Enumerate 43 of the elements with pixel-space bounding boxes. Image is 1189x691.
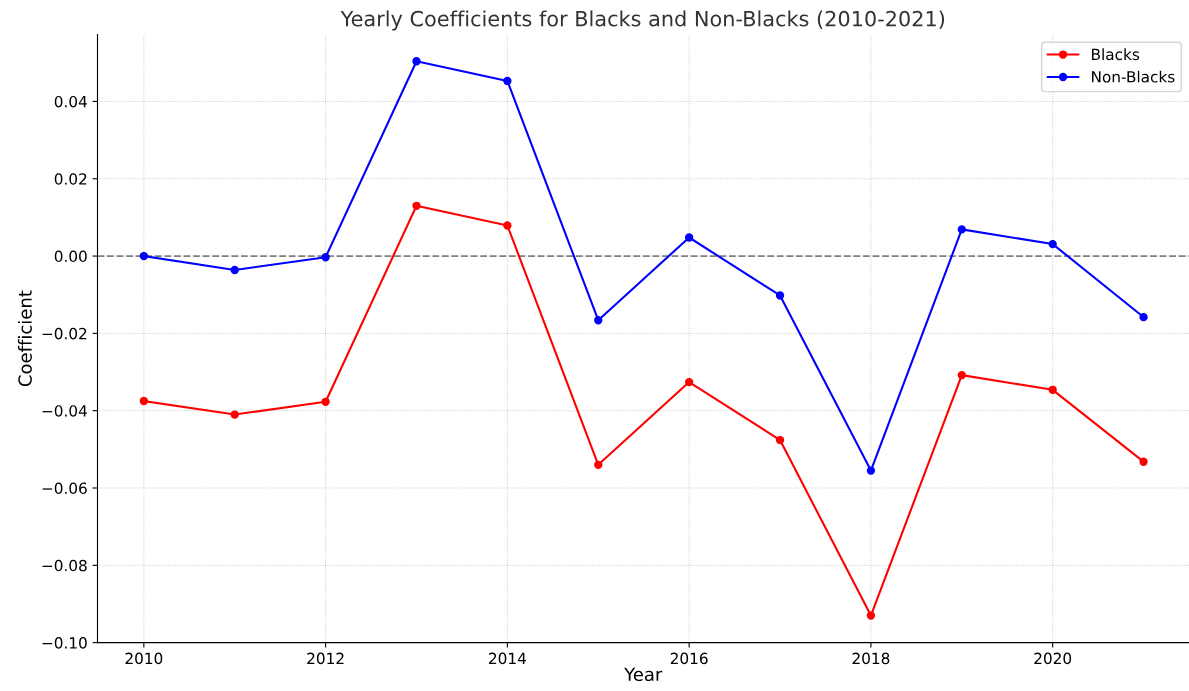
- point: [1048, 239, 1057, 249]
- y-tick-label: −0.06: [42, 482, 87, 495]
- point: [684, 377, 694, 387]
- point: [230, 410, 239, 419]
- point: [594, 460, 603, 469]
- point: [1048, 385, 1057, 394]
- point: [957, 225, 966, 234]
- point: [139, 396, 149, 406]
- point: [866, 611, 876, 620]
- legend-label: Non-Blacks: [1092, 70, 1175, 83]
- legend-label: Blacks: [1092, 48, 1140, 61]
- chart-title: Yearly Coefficients for Blacks and Non-Blacks (2010-2021): [340, 10, 945, 31]
- point: [321, 253, 330, 262]
- y-tick-label: −0.02: [42, 327, 87, 340]
- point: [684, 233, 694, 242]
- point: [594, 316, 603, 325]
- x-tick-label: 2016: [670, 652, 708, 665]
- x-tick-label: 2012: [307, 652, 344, 665]
- point: [1139, 457, 1148, 466]
- x-tick-label: 2010: [125, 652, 163, 665]
- y-axis-title: Coefficient: [17, 290, 32, 387]
- point: [139, 251, 149, 261]
- point: [957, 370, 966, 380]
- y-tick-label: 0.00: [54, 250, 87, 263]
- point: [503, 76, 512, 86]
- x-tick-label: 2020: [1034, 652, 1072, 665]
- point: [230, 265, 239, 275]
- y-tick-label: −0.08: [42, 559, 87, 572]
- point: [412, 201, 421, 210]
- point: [866, 466, 876, 475]
- x-axis-title: Year: [624, 667, 663, 682]
- y-tick-label: 0.02: [54, 173, 87, 185]
- x-tick-label: 2014: [489, 652, 526, 665]
- point: [775, 291, 785, 300]
- y-tick-label: 0.04: [54, 95, 87, 108]
- y-tick-label: −0.10: [42, 637, 87, 649]
- point: [775, 435, 785, 445]
- point: [321, 397, 330, 406]
- point: [412, 57, 421, 66]
- point: [503, 221, 512, 230]
- point: [1139, 312, 1148, 322]
- y-tick-label: −0.04: [42, 405, 87, 417]
- x-tick-label: 2018: [852, 652, 890, 665]
